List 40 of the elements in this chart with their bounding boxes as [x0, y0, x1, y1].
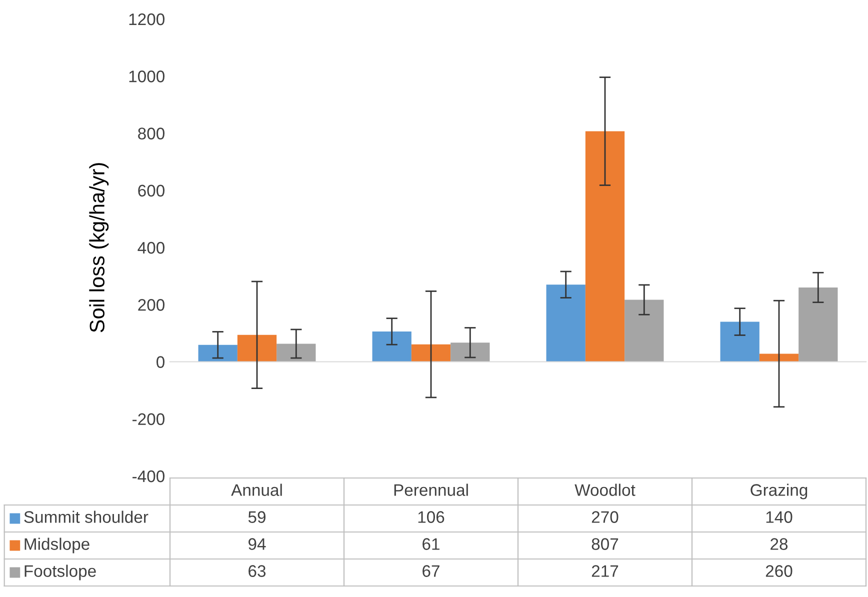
data-label: 61: [422, 538, 440, 550]
data-label: 807: [592, 538, 618, 550]
data-label: 140: [766, 511, 792, 523]
data-label: 270: [592, 511, 618, 523]
data-label: 260: [766, 565, 792, 577]
data-label: 63: [248, 565, 266, 577]
bar: [450, 342, 490, 362]
y-tick-label: 400: [138, 242, 164, 254]
y-tick-label: 1200: [129, 13, 164, 26]
legend-label: Summit shoulder: [24, 510, 148, 523]
bar: [372, 331, 412, 362]
data-label: 28: [770, 538, 788, 550]
bar: [720, 322, 760, 362]
x-tick-label: Grazing: [750, 484, 808, 500]
data-label: 67: [422, 565, 440, 577]
y-tick-label: 1000: [129, 70, 164, 82]
y-tick-label: 800: [138, 128, 164, 140]
bar: [411, 344, 451, 362]
y-axis-title: Soil loss (kg/ha/yr): [89, 163, 109, 332]
x-tick-label: Perennual: [394, 484, 468, 496]
x-tick-label: Woodlot: [574, 484, 636, 496]
y-tick-label: -200: [132, 413, 164, 426]
legend-label: Midslope: [24, 538, 90, 554]
data-label: 94: [248, 538, 266, 550]
data-label: 106: [418, 511, 444, 523]
bar: [237, 334, 277, 362]
bar: [546, 284, 586, 362]
y-tick-label: 600: [138, 184, 164, 197]
data-label: 217: [592, 565, 618, 577]
bar: [624, 300, 664, 362]
bar: [198, 344, 238, 362]
legend-label: Footslope: [24, 564, 96, 580]
bar: [276, 344, 316, 362]
data-label: 59: [248, 511, 266, 523]
y-tick-label: 200: [138, 299, 164, 311]
y-tick-label: 0: [156, 356, 164, 368]
bar: [585, 131, 625, 362]
x-tick-label: Annual: [231, 484, 282, 496]
bar: [798, 287, 838, 362]
y-tick-label: -400: [132, 470, 164, 482]
